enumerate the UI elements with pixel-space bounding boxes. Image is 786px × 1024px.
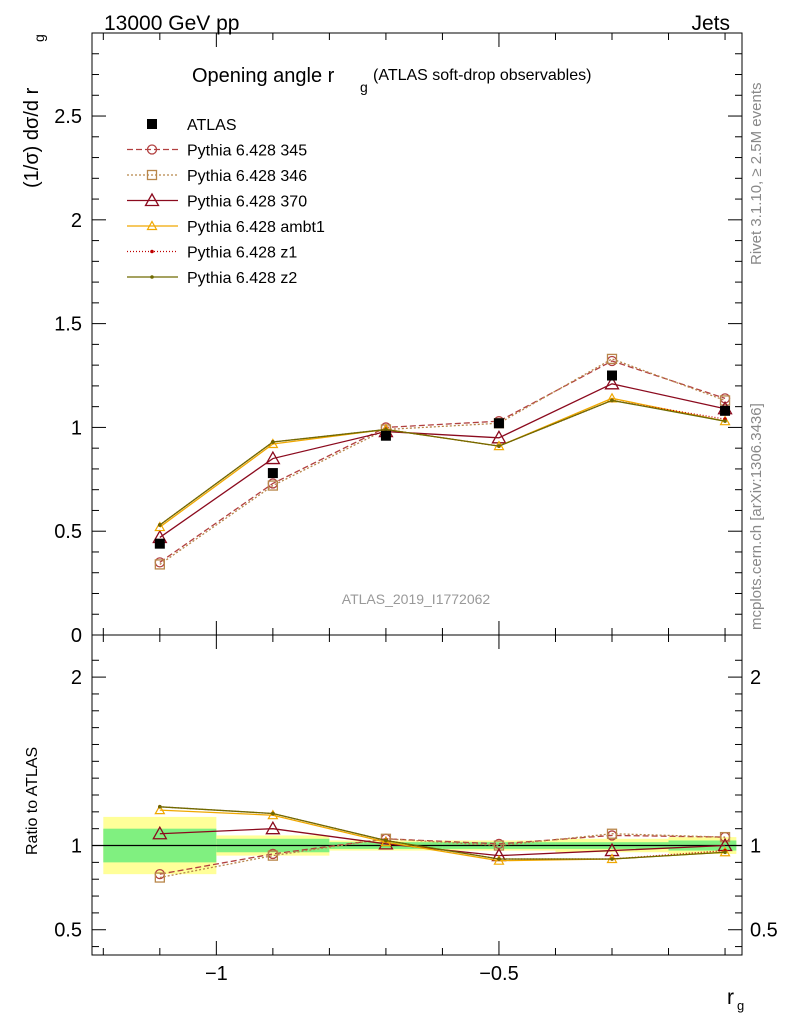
ratio-line-z2	[159, 806, 726, 860]
data-point-z2	[723, 419, 727, 423]
x-axis-label-subscript: g	[737, 998, 744, 1013]
legend-marker-ambt1	[146, 220, 158, 231]
legend-marker-z1	[150, 249, 154, 254]
data-point-atlas	[154, 538, 165, 549]
legend-label-ambt1: Pythia 6.428 ambt1	[187, 219, 325, 236]
x-axis-label: r	[727, 986, 734, 1009]
header-energy: 13000 GeV pp	[104, 12, 239, 35]
y-tick-label-main: 2	[71, 210, 82, 232]
y-tick-label-ratio: 2	[71, 667, 82, 689]
y-tick-label-ratio-right: 2	[750, 667, 761, 689]
series-line-p370	[159, 383, 726, 538]
ratio-point-z2	[610, 857, 614, 861]
series-line-p345	[159, 360, 726, 563]
data-point-p370	[604, 376, 620, 390]
chart-title-note: (ATLAS soft-drop observables)	[373, 67, 591, 84]
data-point-atlas	[380, 430, 391, 441]
data-point-ambt1	[154, 521, 166, 532]
ratio-point-z2	[723, 850, 727, 855]
data-point-p370	[265, 450, 281, 465]
data-point-z2	[497, 444, 501, 448]
data-point-atlas	[267, 468, 278, 479]
ratio-point-z2	[271, 811, 275, 816]
legend-marker-z2	[150, 275, 154, 279]
y-axis-label-ratio: Ratio to ATLAS	[24, 747, 41, 855]
y-tick-label-ratio: 0.5	[54, 920, 82, 942]
legend-marker-p370	[144, 192, 160, 207]
analysis-watermark: ATLAS_2019_I1772062	[342, 591, 491, 607]
data-point-z2	[158, 523, 162, 527]
rivet-version-label: Rivet 3.1.10, ≥ 2.5M events	[748, 83, 765, 266]
ratio-point-ambt1	[154, 804, 166, 815]
data-point-atlas	[607, 370, 617, 381]
ratio-point-p346	[606, 828, 618, 839]
header-process: Jets	[691, 12, 730, 35]
legend-label-p370: Pythia 6.428 370	[187, 194, 307, 211]
data-point-z2	[271, 440, 275, 444]
main-panel: Opening angle r g (ATLAS soft-drop obser…	[21, 32, 743, 647]
ratio-point-p370	[152, 825, 168, 840]
x-tick-label: −0.5	[479, 963, 518, 985]
y-tick-label-main: 1	[71, 417, 82, 439]
ratio-panel: −1 −0.5 0.5 0.5 1 1 2 2 Ratio to ATLAS	[24, 634, 778, 985]
y-tick-label-main: 0	[71, 625, 82, 647]
legend-label-p345: Pythia 6.428 345	[187, 143, 307, 160]
y-tick-label-ratio: 1	[71, 836, 82, 858]
series-line-p346	[159, 358, 726, 565]
data-point-p346	[719, 395, 731, 406]
data-point-atlas	[720, 405, 731, 416]
ratio-point-ambt1	[493, 854, 505, 865]
legend-marker-p346	[146, 169, 158, 181]
y-axis-label-main-subscript: g	[31, 34, 47, 42]
y-tick-label-ratio-right: 0.5	[750, 920, 778, 942]
ratio-frame	[91, 634, 743, 956]
ratio-point-ambt1	[380, 836, 392, 847]
mcplots-label: mcplots.cern.ch [arXiv:1306.3436]	[748, 403, 765, 630]
data-point-p346	[154, 559, 165, 570]
ratio-point-z2	[497, 857, 501, 861]
data-point-z2	[610, 398, 614, 403]
y-axis-label-main: (1/σ) dσ/d r	[21, 87, 43, 188]
legend-marker-atlas	[147, 119, 157, 129]
legend-label-atlas: ATLAS	[187, 117, 237, 134]
ratio-line-p345	[159, 834, 726, 875]
legend-label-z2: Pythia 6.428 z2	[187, 270, 297, 287]
ratio-point-p346	[719, 831, 731, 843]
legend-marker-p345	[146, 144, 158, 155]
legend-label-p346: Pythia 6.428 346	[187, 168, 307, 185]
ratio-point-p346	[154, 872, 165, 883]
chart-title: Opening angle r	[192, 65, 335, 87]
ratio-point-z2	[384, 838, 388, 843]
data-point-atlas	[493, 418, 504, 429]
data-point-p346	[606, 353, 618, 365]
series-line-z2	[159, 399, 726, 526]
legend: ATLAS Pythia 6.428 345 Pythia 6.428 346 Pyt…	[127, 117, 325, 287]
y-tick-label-main: 0.5	[54, 521, 82, 543]
data-point-p346	[267, 480, 279, 491]
x-tick-label: −1	[205, 963, 228, 985]
ratio-point-p370	[265, 820, 281, 835]
ratio-point-z2	[158, 804, 162, 809]
chart-title-subscript: g	[360, 79, 368, 95]
legend-label-z1: Pythia 6.428 z1	[187, 245, 297, 262]
data-point-z2	[384, 427, 388, 432]
y-tick-label-ratio-right: 1	[750, 836, 761, 858]
y-tick-label-main: 1.5	[54, 314, 82, 336]
y-tick-label-main: 2.5	[54, 106, 82, 128]
ratio-point-p346	[267, 850, 279, 861]
